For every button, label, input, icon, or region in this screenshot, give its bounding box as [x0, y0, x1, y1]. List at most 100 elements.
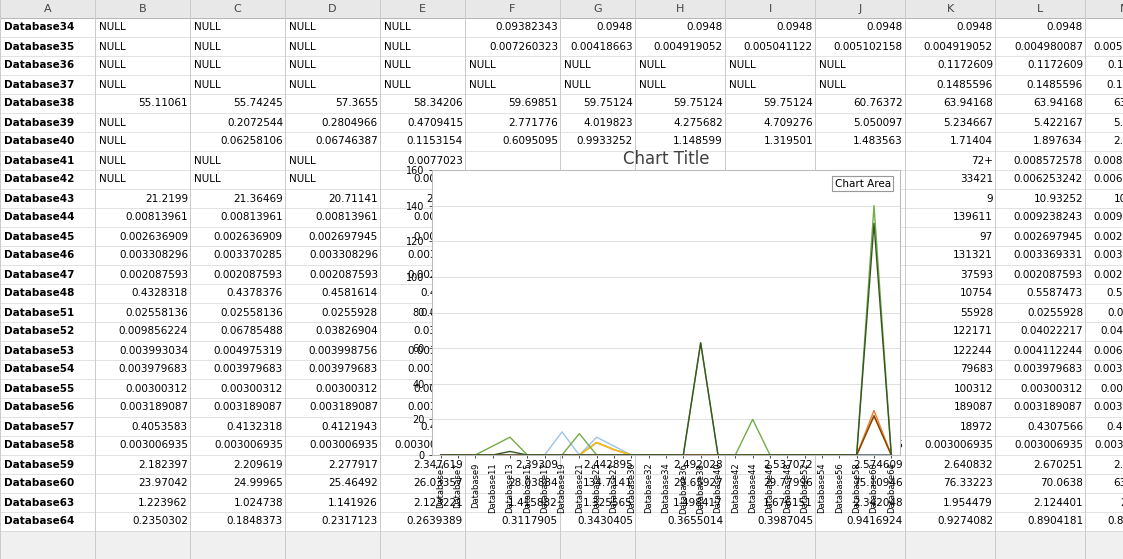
Text: 63.36197: 63.36197: [1113, 479, 1123, 489]
Bar: [0, 303, 1123, 322]
November: [832, 452, 846, 458]
August: [555, 452, 568, 458]
July: [624, 452, 638, 458]
September: [832, 452, 846, 458]
Text: 0.06785488: 0.06785488: [220, 326, 283, 337]
December: [832, 452, 846, 458]
Line: December: December: [440, 224, 892, 455]
Text: Database39: Database39: [4, 117, 74, 127]
June: [503, 434, 517, 440]
Text: 59.75124: 59.75124: [674, 98, 723, 108]
Text: 0.0039987: 0.0039987: [407, 345, 463, 356]
Text: 0.4121943: 0.4121943: [322, 421, 378, 432]
Text: 59.75124: 59.75124: [764, 98, 813, 108]
Text: 21.2199: 21.2199: [145, 193, 188, 203]
Text: Database43: Database43: [4, 193, 74, 203]
July: [798, 452, 812, 458]
Text: 10754: 10754: [960, 288, 993, 299]
Bar: [0, 474, 1123, 493]
Bar: [0, 360, 1123, 379]
Text: 0.41542: 0.41542: [420, 421, 463, 432]
Bar: [0, 398, 1123, 417]
March: [573, 452, 586, 458]
January: [521, 452, 535, 458]
Text: 1.148599: 1.148599: [674, 136, 723, 146]
Bar: [0, 265, 1123, 284]
Text: 0.0948: 0.0948: [957, 22, 993, 32]
Text: 0.003979683: 0.003979683: [1014, 364, 1083, 375]
Text: 0.00813961: 0.00813961: [126, 212, 188, 222]
Text: 0.004112244: 0.004112244: [1014, 345, 1083, 356]
Text: 0.06746387: 0.06746387: [316, 136, 378, 146]
Text: 0.003003: 0.003003: [414, 383, 463, 394]
April: [503, 452, 517, 458]
September: [468, 452, 482, 458]
Text: Database47: Database47: [4, 269, 74, 280]
May: [573, 452, 586, 458]
Text: 0.002697945: 0.002697945: [1094, 231, 1123, 241]
Text: 0.006065369: 0.006065369: [1094, 345, 1123, 356]
Text: 20.412: 20.412: [427, 193, 463, 203]
August: [832, 452, 846, 458]
Text: 5.422167: 5.422167: [1033, 117, 1083, 127]
Text: NULL: NULL: [469, 60, 495, 70]
Text: 0.003006935: 0.003006935: [654, 440, 723, 451]
May: [608, 452, 621, 458]
Bar: [0, 0, 1123, 18]
August: [642, 452, 656, 458]
December: [746, 452, 759, 458]
April: [642, 452, 656, 458]
Text: Database53: Database53: [4, 345, 74, 356]
Text: 18972: 18972: [960, 421, 993, 432]
Text: 1.319501: 1.319501: [764, 136, 813, 146]
February: [538, 452, 551, 458]
Text: 0.4709415: 0.4709415: [407, 117, 463, 127]
August: [780, 452, 794, 458]
Text: 0.0948: 0.0948: [687, 22, 723, 32]
May: [676, 452, 690, 458]
Text: 0.3117905: 0.3117905: [502, 517, 558, 527]
Text: 0.5975566: 0.5975566: [1107, 288, 1123, 299]
Text: Database59: Database59: [4, 459, 74, 470]
December: [850, 452, 864, 458]
September: [433, 452, 447, 458]
October: [780, 452, 794, 458]
Text: M: M: [1120, 4, 1123, 14]
July: [780, 452, 794, 458]
Text: Database38: Database38: [4, 98, 74, 108]
May: [780, 452, 794, 458]
September: [850, 452, 864, 458]
Text: 0.6095095: 0.6095095: [502, 136, 558, 146]
Text: 10.15388: 10.15388: [1113, 193, 1123, 203]
May: [764, 452, 777, 458]
Text: C: C: [234, 4, 241, 14]
Text: 0.04119873: 0.04119873: [1101, 326, 1123, 337]
August: [850, 452, 864, 458]
April: [590, 439, 603, 446]
June: [624, 452, 638, 458]
Text: Database64: Database64: [4, 517, 74, 527]
March: [624, 452, 638, 458]
Text: NULL: NULL: [639, 60, 666, 70]
Text: 23.97042: 23.97042: [138, 479, 188, 489]
September: [711, 452, 724, 458]
November: [608, 452, 621, 458]
Text: 0.002087593: 0.002087593: [1094, 269, 1123, 280]
November: [555, 452, 568, 458]
January: [573, 452, 586, 458]
Text: 29.65927: 29.65927: [674, 479, 723, 489]
Bar: [0, 341, 1123, 360]
March: [815, 452, 829, 458]
April: [850, 452, 864, 458]
Text: Database54: Database54: [4, 364, 74, 375]
February: [468, 452, 482, 458]
Text: 0.003006935: 0.003006935: [394, 440, 463, 451]
March: [676, 452, 690, 458]
June: [538, 452, 551, 458]
Bar: [0, 246, 1123, 265]
January: [694, 452, 707, 458]
December: [885, 452, 898, 458]
Text: NULL: NULL: [99, 155, 126, 165]
Text: 76.33223: 76.33223: [943, 479, 993, 489]
October: [555, 452, 568, 458]
